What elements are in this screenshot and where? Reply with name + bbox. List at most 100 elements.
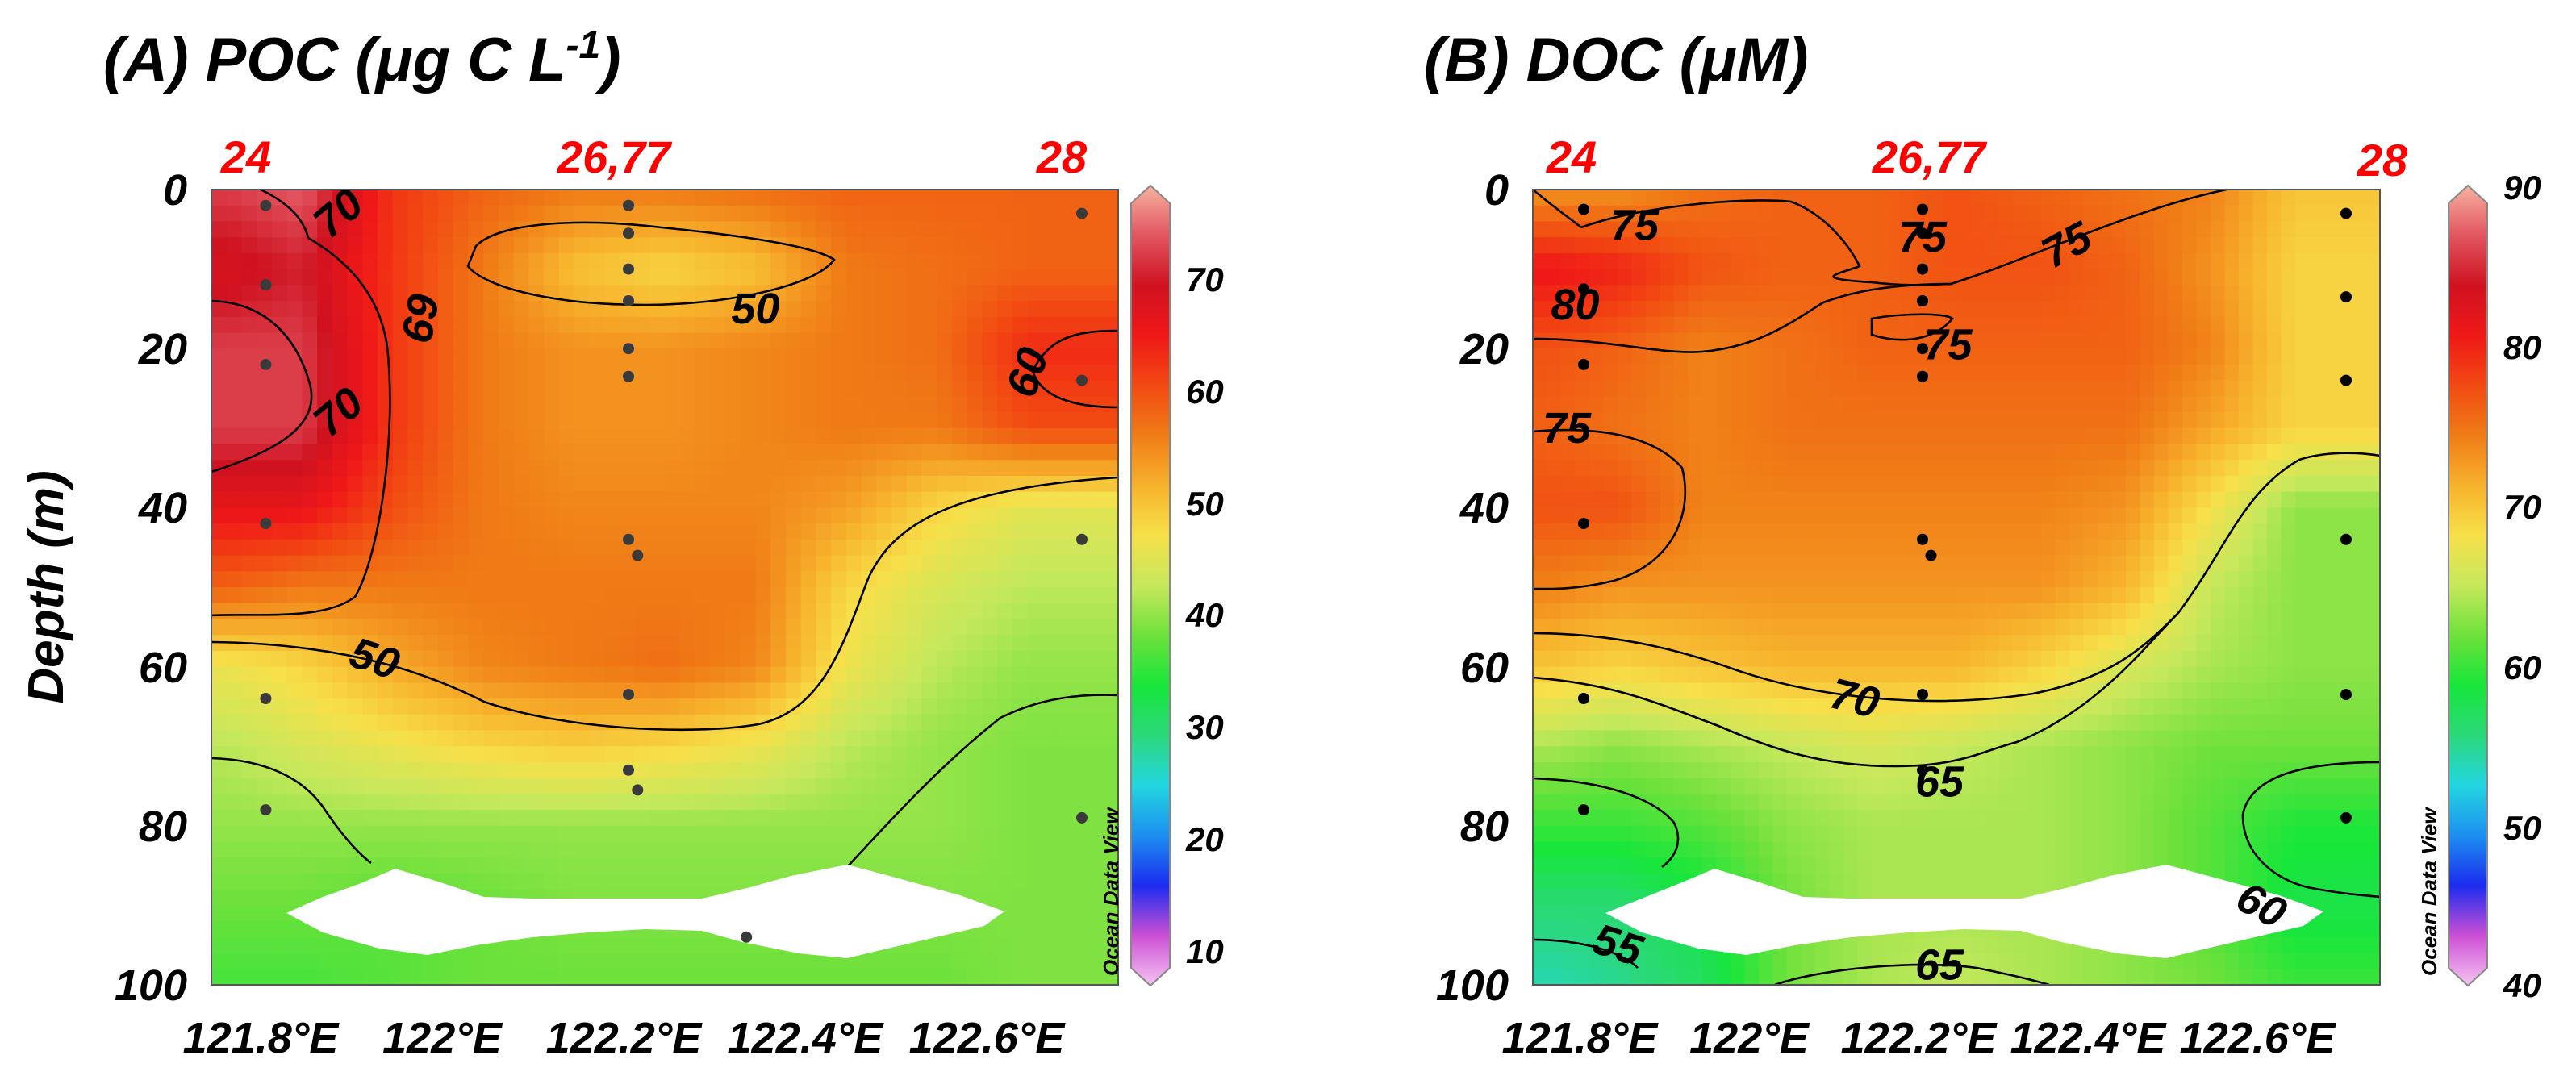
- doc-field-cell: [1547, 444, 1562, 461]
- doc-field-cell: [1589, 332, 1605, 349]
- doc-field-cell: [2337, 507, 2353, 524]
- poc-field-cell: [513, 746, 530, 763]
- doc-field-cell: [1716, 682, 1731, 699]
- poc-field-cell: [695, 444, 711, 461]
- poc-field-cell: [1103, 650, 1119, 668]
- doc-field-cell: [2140, 412, 2155, 429]
- poc-field-cell: [558, 491, 575, 509]
- doc-field-cell: [2055, 491, 2070, 509]
- poc-field-cell: [332, 841, 349, 859]
- doc-field-cell: [1772, 603, 1788, 620]
- doc-station-label-26-77: 26,77: [1872, 131, 1988, 182]
- doc-field-cell: [2239, 491, 2254, 509]
- poc-field-cell: [619, 412, 636, 429]
- doc-field-cell: [2295, 396, 2311, 413]
- poc-field-cell: [831, 603, 847, 620]
- poc-field-cell: [211, 825, 228, 843]
- poc-field-cell: [679, 190, 696, 206]
- doc-field-cell: [1533, 587, 1548, 604]
- doc-field-cell: [1998, 190, 2014, 206]
- poc-field-cell: [1012, 252, 1029, 270]
- poc-field-cell: [286, 873, 303, 890]
- poc-field-cell: [937, 873, 953, 890]
- poc-field-cell: [982, 412, 998, 429]
- doc-field-cell: [1872, 475, 1887, 493]
- poc-field-cell: [1103, 571, 1119, 588]
- doc-field-cell: [1618, 555, 1633, 573]
- poc-field-cell: [770, 953, 787, 970]
- poc-field-cell: [438, 619, 454, 636]
- doc-field-cell: [2027, 412, 2042, 429]
- doc-field-cell: [1815, 427, 1831, 445]
- poc-field-cell: [468, 444, 484, 461]
- poc-field-cell: [1042, 953, 1058, 970]
- poc-field-cell: [695, 603, 711, 620]
- poc-field-cell: [513, 332, 530, 349]
- doc-field-cell: [2323, 221, 2339, 238]
- doc-field-cell: [1914, 316, 1929, 334]
- poc-field-cell: [997, 285, 1013, 302]
- poc-field-cell: [634, 332, 651, 349]
- poc-field-cell: [740, 730, 757, 747]
- poc-field-cell: [634, 635, 651, 652]
- doc-field-cell: [1956, 475, 1972, 493]
- poc-field-cell: [997, 969, 1013, 986]
- doc-field-cell: [2239, 190, 2254, 206]
- poc-field-cell: [528, 364, 545, 382]
- doc-field-cell: [2196, 205, 2211, 223]
- doc-field-cell: [1533, 523, 1548, 540]
- doc-field-cell: [2069, 348, 2085, 365]
- poc-field-cell: [498, 825, 515, 843]
- poc-field-cell: [271, 619, 288, 636]
- doc-field-cell: [1631, 221, 1647, 238]
- doc-field-cell: [1688, 507, 1703, 524]
- poc-field-cell: [1103, 507, 1119, 524]
- poc-field-cell: [1058, 810, 1074, 827]
- doc-field-cell: [2352, 348, 2367, 365]
- poc-field-cell: [906, 857, 923, 874]
- poc-field-cell: [604, 252, 620, 270]
- poc-field-cell: [951, 221, 968, 238]
- doc-field-cell: [1914, 587, 1929, 604]
- poc-contours: [211, 188, 1119, 868]
- poc-field-cell: [1027, 301, 1044, 318]
- doc-field-cell: [1744, 252, 1760, 270]
- doc-field-cell: [1829, 635, 1844, 652]
- poc-field-cell: [724, 969, 741, 986]
- doc-field-cell: [1533, 396, 1548, 413]
- poc-field-cell: [861, 380, 878, 398]
- poc-field-cell: [574, 587, 591, 604]
- poc-field-cell: [997, 412, 1013, 429]
- doc-field-cell: [2041, 635, 2056, 652]
- doc-field-cell: [1772, 523, 1788, 540]
- poc-field-cell: [997, 190, 1013, 206]
- doc-field-cell: [1561, 396, 1576, 413]
- poc-field-cell: [785, 746, 802, 763]
- poc-field-cell: [211, 221, 228, 238]
- poc-field-cell: [937, 364, 953, 382]
- poc-field-cell: [378, 205, 394, 223]
- poc-field-cell: [1058, 444, 1074, 461]
- poc-field-cell: [589, 666, 605, 684]
- doc-field-cell: [1772, 555, 1788, 573]
- poc-field-cell: [528, 825, 545, 843]
- doc-field-cell: [2111, 587, 2127, 604]
- poc-field-cell: [332, 682, 349, 699]
- poc-field-cell: [332, 619, 349, 636]
- doc-field-cell: [1589, 252, 1605, 270]
- poc-field-cell: [634, 761, 651, 779]
- poc-field-cell: [483, 523, 499, 540]
- poc-field-cell: [453, 587, 470, 604]
- doc-field-cell: [1928, 444, 1943, 461]
- doc-field-cell: [1702, 396, 1718, 413]
- poc-field-cell: [211, 444, 228, 461]
- doc-field-cell: [2267, 507, 2282, 524]
- poc-field-cell: [468, 587, 484, 604]
- poc-field-cell: [226, 221, 243, 238]
- poc-field-cell: [740, 285, 757, 302]
- doc-field-cell: [1744, 237, 1760, 254]
- poc-field-cell: [558, 332, 575, 349]
- doc-field-cell: [1885, 666, 1901, 684]
- poc-field-cell: [257, 841, 273, 859]
- poc-contour-70-top: [260, 188, 310, 239]
